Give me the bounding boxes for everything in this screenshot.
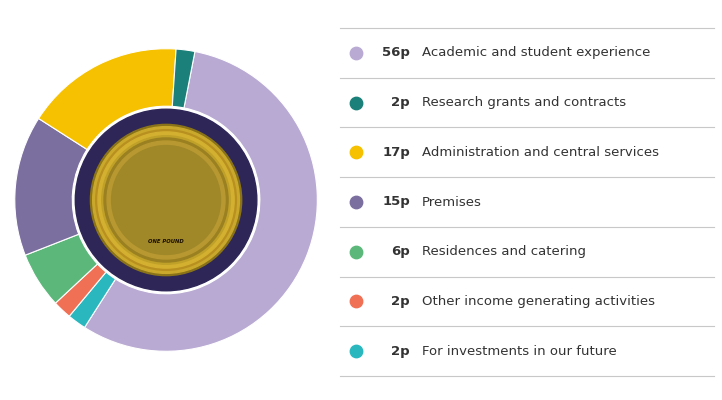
Text: ONE POUND: ONE POUND <box>148 239 184 244</box>
Point <box>349 248 361 255</box>
Wedge shape <box>56 264 106 316</box>
Wedge shape <box>14 118 87 255</box>
Circle shape <box>92 127 240 273</box>
Circle shape <box>96 130 236 270</box>
Point <box>349 99 361 106</box>
Text: 6p: 6p <box>391 245 410 258</box>
Wedge shape <box>38 49 176 150</box>
Wedge shape <box>84 52 318 351</box>
Circle shape <box>112 146 220 254</box>
Text: 2p: 2p <box>391 345 410 358</box>
Wedge shape <box>25 234 97 303</box>
Text: 2p: 2p <box>391 295 410 308</box>
Point <box>349 199 361 205</box>
Text: Residences and catering: Residences and catering <box>422 245 586 258</box>
Circle shape <box>104 138 228 262</box>
Point <box>349 348 361 354</box>
Text: For investments in our future: For investments in our future <box>422 345 617 358</box>
Circle shape <box>98 132 234 268</box>
Point <box>349 298 361 305</box>
Wedge shape <box>173 49 195 108</box>
Text: 15p: 15p <box>383 196 410 208</box>
Circle shape <box>90 124 242 276</box>
Text: 17p: 17p <box>383 146 410 159</box>
Wedge shape <box>69 272 116 328</box>
Point <box>349 149 361 156</box>
Text: 56p: 56p <box>382 46 410 59</box>
Circle shape <box>102 136 230 264</box>
Text: 2p: 2p <box>391 96 410 109</box>
Text: Research grants and contracts: Research grants and contracts <box>422 96 626 109</box>
Text: Administration and central services: Administration and central services <box>422 146 658 159</box>
Circle shape <box>75 109 257 291</box>
Text: Premises: Premises <box>422 196 482 208</box>
Text: Academic and student experience: Academic and student experience <box>422 46 651 59</box>
Point <box>349 50 361 56</box>
Circle shape <box>107 141 225 259</box>
Text: Other income generating activities: Other income generating activities <box>422 295 655 308</box>
